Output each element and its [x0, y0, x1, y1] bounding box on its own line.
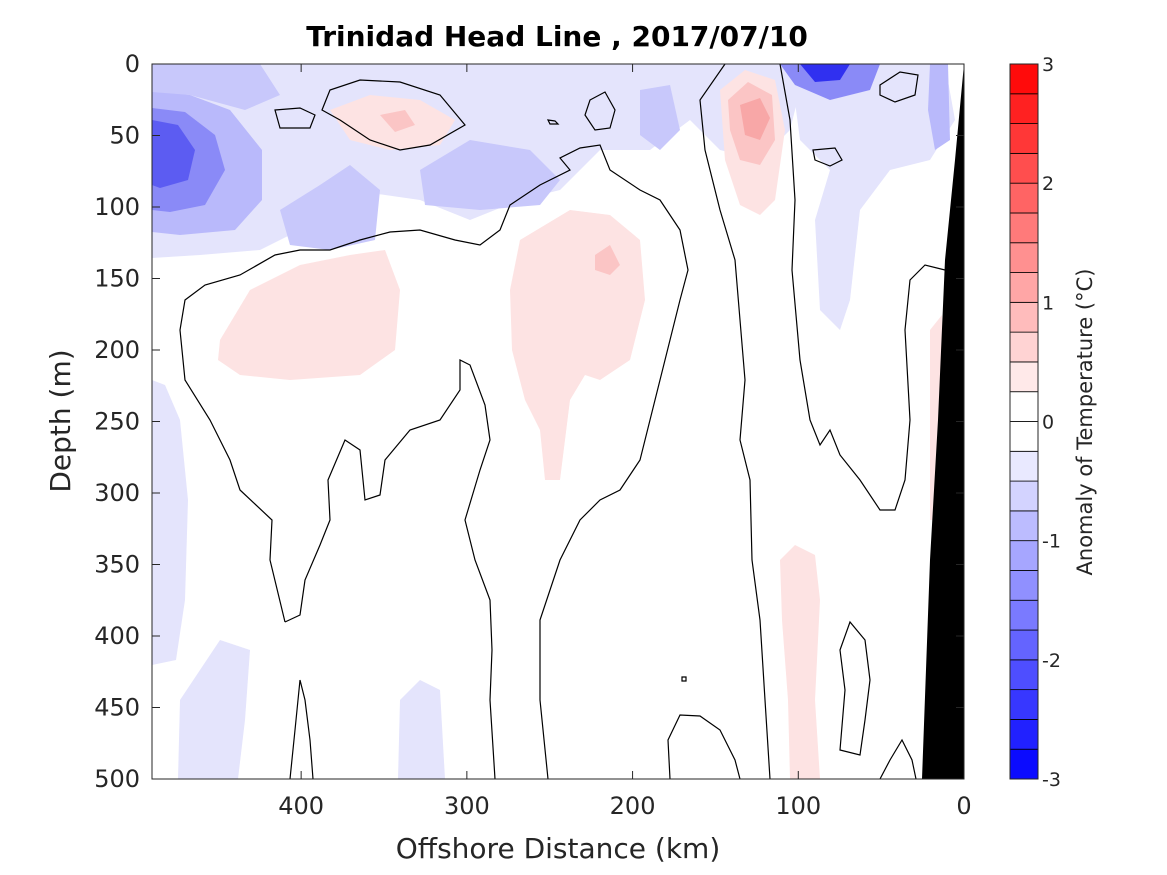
colorbar-level — [1009, 510, 1039, 542]
contour-deep-coast — [879, 738, 917, 779]
colorbar-level — [1009, 272, 1039, 303]
y-tick-label: 50 — [109, 122, 140, 150]
contour-dot-2 — [681, 676, 687, 682]
anomaly-region-coastal-jet-positive-3 — [740, 98, 770, 140]
contour-deep-bottom — [667, 714, 741, 779]
y-tick-label: 250 — [94, 408, 140, 436]
colorbar-level — [1009, 570, 1039, 601]
anomaly-field — [152, 64, 955, 779]
x-axis: 400 300 200 100 0 — [278, 64, 972, 820]
contour-jet-east — [779, 64, 946, 511]
anomaly-region-center-mid-positive-core — [595, 245, 620, 275]
colorbar-level — [1009, 152, 1039, 184]
colorbar-level — [1009, 301, 1039, 333]
contour-dot-1 — [546, 119, 560, 125]
x-tick-label: 0 — [956, 792, 971, 820]
colorbar-ticks: -3 -2 -1 0 1 2 3 — [1042, 54, 1061, 791]
bathymetry-seafloor — [922, 64, 964, 779]
y-tick-label: 350 — [94, 551, 140, 579]
x-tick-label: 400 — [278, 792, 324, 820]
colorbar-level — [1009, 93, 1039, 124]
anomaly-region-upper-positive-core — [380, 110, 415, 132]
colorbar-level — [1009, 63, 1039, 95]
contour-upper-island — [321, 79, 466, 151]
y-tick-label: 0 — [125, 50, 140, 78]
contour-small-island-3 — [812, 147, 843, 167]
x-tick-label: 300 — [444, 792, 490, 820]
contour-jet-west — [699, 64, 771, 779]
colorbar-level — [1009, 242, 1039, 273]
colorbar-level — [1009, 599, 1039, 631]
colorbar-level — [1009, 689, 1039, 720]
colorbar-tick-label: -1 — [1042, 531, 1061, 553]
colorbar-level — [1009, 391, 1039, 422]
contour-small-island-2 — [584, 91, 616, 131]
colorbar-tick-label: -3 — [1042, 769, 1061, 791]
colorbar-level — [1009, 748, 1039, 780]
y-tick-label: 100 — [94, 193, 140, 221]
anomaly-region-coast-negative — [928, 64, 950, 150]
colorbar-tick-label: 3 — [1042, 54, 1054, 76]
colorbar-level — [1009, 629, 1039, 661]
y-axis: 0 50 100 150 200 250 300 350 400 450 500 — [94, 50, 964, 793]
y-tick-label: 300 — [94, 479, 140, 507]
anomaly-region-northeast-negative-core — [800, 64, 850, 82]
colorbar-level — [1009, 182, 1039, 214]
y-tick-label: 150 — [94, 265, 140, 293]
colorbar-level — [1009, 540, 1039, 571]
anomaly-region-west-mid-positive — [218, 250, 400, 380]
colorbar-tick-label: 0 — [1042, 412, 1054, 434]
colorbar-level — [1009, 659, 1039, 691]
colorbar-tick-label: 2 — [1042, 173, 1054, 195]
contour-deep-east — [839, 620, 871, 756]
colorbar-level — [1009, 123, 1039, 154]
anomaly-region-mid-negative-3 — [640, 85, 680, 150]
colorbar-frame — [1009, 63, 1039, 780]
y-tick-label: 500 — [94, 765, 140, 793]
colorbar-level — [1009, 331, 1039, 363]
anomaly-region-west-deep-negative — [152, 380, 188, 665]
plot-area — [151, 63, 965, 780]
anomaly-region-northeast-negative — [780, 64, 880, 100]
contour-main — [284, 359, 496, 779]
x-axis-label: Offshore Distance (km) — [396, 832, 721, 865]
anomaly-region-west-bottom-negative — [178, 640, 250, 779]
anomaly-region-center-bottom-negative — [398, 680, 445, 779]
colorbar — [1009, 63, 1039, 780]
colorbar-level — [1009, 212, 1039, 244]
y-tick-label: 400 — [94, 622, 140, 650]
colorbar-tick-label: -2 — [1042, 650, 1061, 672]
x-tick-label: 200 — [610, 792, 656, 820]
x-tick-label: 100 — [775, 792, 821, 820]
chart-title: Trinidad Head Line , 2017/07/10 — [306, 20, 808, 53]
anomaly-region-center-mid-positive — [510, 210, 645, 480]
zero-contours — [179, 64, 946, 779]
contour-deep-left — [289, 679, 314, 779]
colorbar-level — [1009, 450, 1039, 482]
anomaly-region-mid-negative-2 — [420, 140, 560, 210]
anomaly-region-mid-negative-1 — [280, 165, 380, 250]
contour-small-island-4 — [879, 71, 919, 103]
colorbar-label: Anomaly of Temperature (°C) — [1073, 269, 1097, 576]
contour-small-island-1 — [274, 107, 316, 129]
anomaly-region-east-negative — [790, 64, 955, 330]
colorbar-tick-label: 1 — [1042, 292, 1054, 314]
y-tick-label: 450 — [94, 694, 140, 722]
anomaly-region-deep-positive — [780, 545, 820, 779]
colorbar-level — [1009, 421, 1039, 452]
y-tick-label: 200 — [94, 336, 140, 364]
colorbar-level — [1009, 719, 1039, 750]
colorbar-level — [1009, 361, 1039, 393]
contour-outer-west — [179, 144, 689, 779]
anomaly-region-surface-negative-top — [152, 64, 280, 110]
colorbar-level — [1009, 480, 1039, 512]
anomaly-region-west-core-negative-3 — [152, 120, 195, 188]
y-axis-label: Depth (m) — [44, 349, 77, 492]
